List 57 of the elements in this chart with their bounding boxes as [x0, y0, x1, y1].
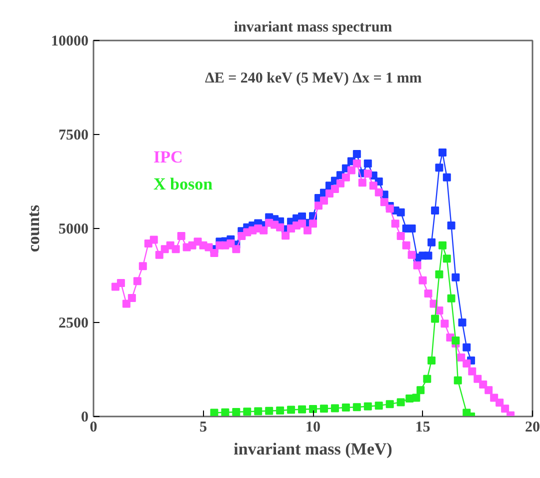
point — [396, 398, 405, 406]
x-tick-label: 20 — [525, 420, 540, 436]
point — [396, 208, 405, 216]
point — [364, 159, 372, 168]
point — [447, 294, 456, 302]
point — [352, 150, 361, 158]
point — [364, 402, 372, 410]
point — [442, 254, 451, 263]
point — [330, 404, 339, 412]
x-axis-title: invariant mass (MeV) — [234, 440, 392, 458]
point — [342, 403, 350, 412]
point — [221, 408, 230, 416]
chart-title: invariant mass spectrum — [234, 20, 393, 36]
x-tick-label: 5 — [200, 420, 207, 436]
point — [352, 403, 361, 412]
point — [462, 343, 471, 352]
point — [452, 336, 460, 345]
text: IPC — [154, 148, 183, 166]
point — [431, 314, 440, 323]
text: X boson — [154, 174, 214, 194]
point — [424, 252, 432, 260]
y-tick-label: 5000 — [58, 222, 88, 238]
point — [320, 404, 328, 413]
point — [243, 408, 252, 416]
point — [452, 273, 460, 282]
point — [210, 408, 218, 416]
point — [428, 238, 436, 246]
point — [442, 173, 451, 182]
y-tick-label: 0 — [81, 410, 88, 426]
point — [438, 148, 447, 157]
point — [435, 164, 444, 172]
point — [412, 394, 420, 402]
y-tick-label: 7500 — [58, 128, 88, 144]
point — [428, 356, 436, 364]
annotation: ΔE = 240 keV (5 MeV) Δx = 1 mm — [204, 70, 422, 86]
point — [287, 406, 296, 414]
point — [423, 374, 432, 383]
x-tick-label: 10 — [306, 420, 320, 436]
point — [232, 408, 240, 416]
point — [447, 221, 456, 230]
point — [458, 318, 466, 326]
point — [435, 270, 444, 278]
y-tick-label: 10000 — [51, 34, 88, 50]
point — [454, 376, 462, 384]
point — [298, 405, 306, 414]
point — [265, 406, 274, 415]
point — [276, 406, 284, 414]
x-tick-label: 15 — [415, 420, 430, 436]
point — [438, 241, 447, 250]
point — [254, 407, 262, 416]
y-tick-label: 2500 — [58, 316, 88, 332]
point — [374, 402, 383, 410]
point — [386, 400, 394, 408]
point — [431, 206, 440, 214]
point — [309, 404, 317, 413]
y-axis-title: counts — [24, 204, 43, 252]
point — [416, 386, 425, 394]
